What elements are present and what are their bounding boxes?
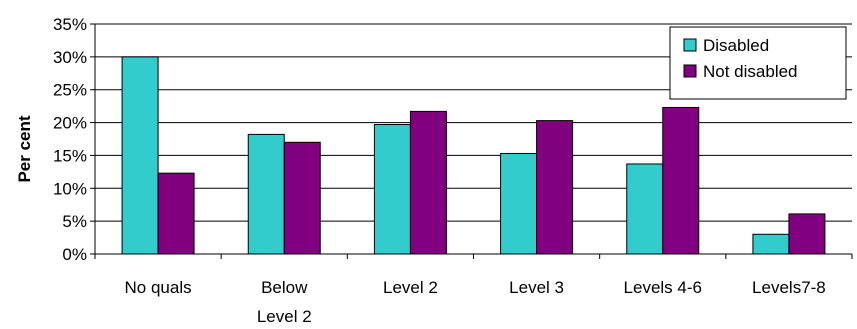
bar-not-disabled bbox=[662, 106, 700, 255]
bar-not-disabled bbox=[536, 120, 574, 255]
bar-disabled bbox=[752, 233, 790, 255]
legend-box bbox=[669, 26, 847, 100]
y-tick-label: 10% bbox=[53, 179, 87, 198]
x-tick-label: No quals bbox=[125, 278, 192, 297]
bar-not-disabled bbox=[283, 141, 321, 255]
y-tick-label: 20% bbox=[53, 114, 87, 133]
bar-disabled bbox=[247, 133, 285, 255]
axes bbox=[94, 24, 853, 259]
x-tick-label: Levels 4-6 bbox=[624, 278, 702, 297]
bar-disabled bbox=[626, 163, 664, 255]
x-tick-label: Level 2 bbox=[383, 278, 438, 297]
bar-not-disabled bbox=[157, 172, 195, 255]
legend-label: Disabled bbox=[703, 36, 769, 55]
bar-disabled bbox=[500, 152, 538, 255]
y-tick-label: 30% bbox=[53, 48, 87, 67]
legend-swatch bbox=[683, 38, 697, 52]
y-tick-labels: 0% 5% 10% 15% 20% 25% 30% 35% bbox=[53, 15, 87, 264]
bar-disabled bbox=[373, 124, 411, 255]
y-tick-label: 35% bbox=[53, 15, 87, 34]
y-axis-label: Per cent bbox=[15, 115, 34, 182]
legend-label: Not disabled bbox=[703, 62, 798, 81]
x-tick-labels: No quals Below Level 2 Level 2 Level 3 Levels… bbox=[125, 278, 826, 326]
bar-not-disabled bbox=[788, 213, 826, 255]
legend: Disabled Not disabled bbox=[669, 26, 847, 100]
bar-not-disabled bbox=[409, 110, 447, 255]
bars bbox=[121, 56, 826, 255]
y-tick-label: 15% bbox=[53, 146, 87, 165]
y-tick-label: 0% bbox=[62, 245, 87, 264]
bar-disabled bbox=[121, 56, 159, 255]
x-tick-label: Levels7-8 bbox=[752, 278, 826, 297]
y-tick-label: 25% bbox=[53, 81, 87, 100]
legend-swatch bbox=[683, 64, 697, 78]
x-tick-label: Level 3 bbox=[509, 278, 564, 297]
y-tick-label: 5% bbox=[62, 212, 87, 231]
x-tick-label: Below Level 2 bbox=[257, 278, 312, 326]
